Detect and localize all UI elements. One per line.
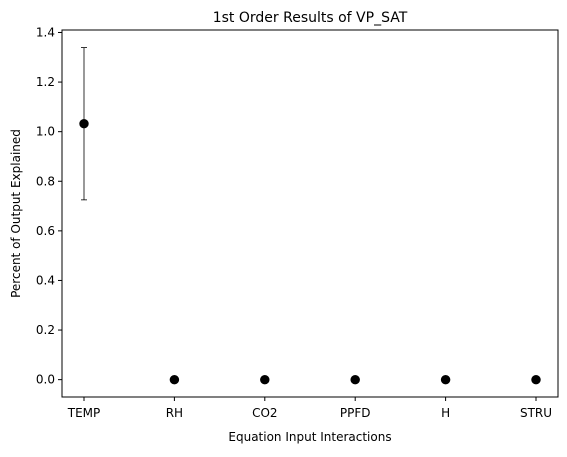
y-tick-label: 0.6: [36, 224, 55, 238]
data-point: [531, 374, 541, 385]
data-point: [350, 374, 360, 385]
y-tick-label: 0.8: [36, 174, 55, 188]
x-tick-label: H: [441, 406, 450, 420]
data-points: [79, 119, 541, 385]
x-axis: TEMP RH CO2 PPFD H STRU: [67, 397, 552, 420]
y-axis-label: Percent of Output Explained: [9, 129, 23, 298]
y-tick-label: 1.0: [36, 125, 55, 139]
plot-area-frame: [61, 29, 559, 398]
y-tick-label: 0.2: [36, 323, 55, 337]
x-axis-label: Equation Input Interactions: [228, 430, 391, 444]
x-tick-label: PPFD: [340, 406, 371, 420]
x-tick-label: TEMP: [67, 406, 101, 420]
data-point: [79, 119, 89, 129]
x-tick-label: STRU: [520, 406, 552, 420]
y-tick-label: 0.0: [36, 373, 55, 387]
data-point: [169, 374, 180, 385]
x-tick-label: RH: [166, 406, 183, 420]
chart-title: 1st Order Results of VP_SAT: [213, 10, 408, 26]
y-axis: 0.0 0.2 0.4 0.6 0.8 1.0 1.2 1.4: [36, 25, 62, 387]
y-tick-label: 0.4: [36, 273, 55, 287]
x-tick-label: CO2: [252, 406, 277, 420]
y-tick-label: 1.2: [36, 75, 55, 89]
data-point: [260, 374, 270, 385]
data-point: [440, 374, 451, 385]
y-tick-label: 1.4: [36, 25, 55, 39]
